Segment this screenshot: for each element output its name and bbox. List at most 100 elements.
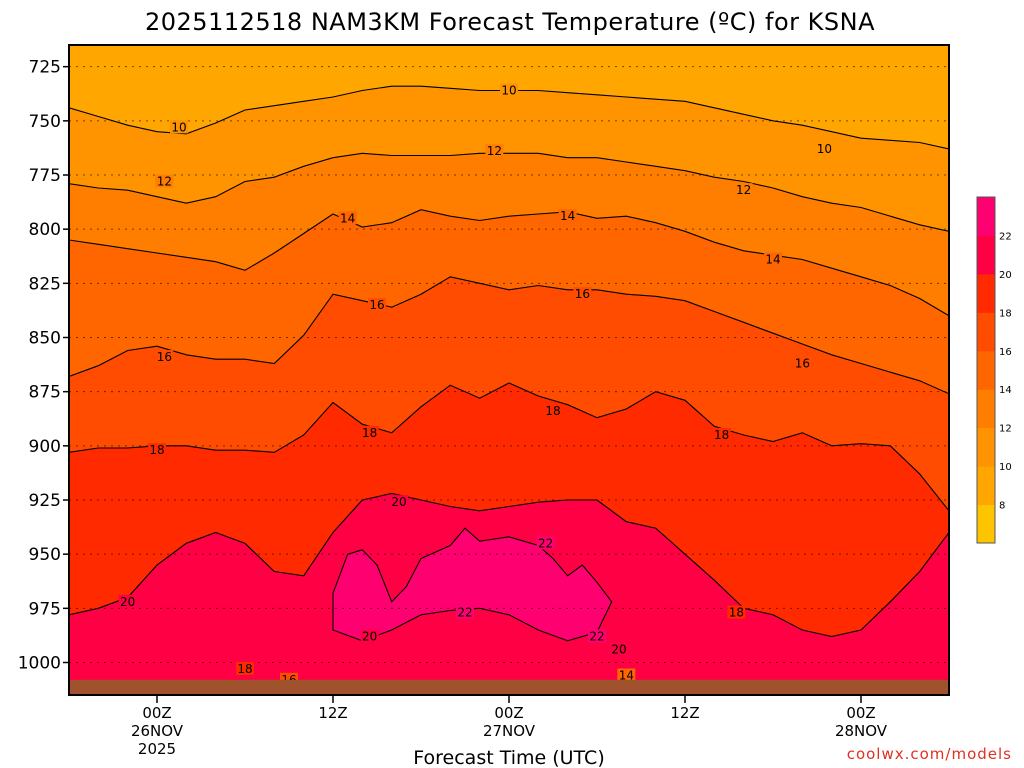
colorbar-swatch [977,312,995,352]
contour-label: 10 [501,84,516,98]
contour-label: 20 [120,595,135,609]
x-tick-label: 00Z [846,704,875,722]
contour-label-bg [558,209,577,223]
contour-label: 22 [538,536,553,550]
contour-label-bg [764,252,782,266]
x-tick-label: 28NOV [835,722,888,740]
contour-label: 14 [560,209,575,223]
colorbar-label: 18 [999,308,1012,319]
contour-label-bg [118,594,137,608]
contour-label: 10 [171,120,186,134]
x-tick-label: 12Z [670,704,699,722]
contour-label: 22 [457,606,472,620]
contour-label: 22 [589,630,604,644]
colorbar-swatch [977,389,995,429]
isotherm-18 [69,382,949,512]
colorbar-label: 12 [999,424,1012,435]
colorbar-label: 8 [999,501,1005,512]
colorbar-swatch [977,235,995,275]
colorbar: 8 10 12 14 16 18 20 22 [976,196,1012,544]
contour-label: 16 [795,357,810,371]
colorbar-swatch [977,273,995,313]
contour-label-bg [368,298,386,311]
contour-label-bg [544,404,562,418]
contour-label: 20 [391,495,406,509]
y-tick-label: 800 [29,220,61,240]
isotherm-20 [69,492,949,638]
contour-label-bg [793,356,812,370]
contour-label: 14 [619,669,634,683]
contour-label-bg [610,642,628,656]
source-credit[interactable]: coolwx.com/models [847,745,1012,763]
contour-label: 18 [149,443,164,457]
contour-label: 16 [369,298,384,312]
y-tick-label: 950 [29,545,61,565]
contour-labels: 1010101212121414141616161618181818181816… [118,83,834,687]
colorbar-label: 16 [999,347,1012,358]
x-tick-label: 00Z [142,704,171,722]
isotherm-14 [69,209,949,317]
y-tick-label: 975 [29,599,61,619]
x-tick-label: 26NOV [131,722,184,740]
contour-label-bg [170,120,188,134]
chart-title: 2025112518 NAM3KM Forecast Temperature (… [145,8,875,36]
contour-label-bg [727,605,746,619]
y-tick-label: 875 [29,383,61,403]
contour-label-bg [360,425,379,439]
contour-label: 16 [575,287,590,301]
isotherm-16 [69,276,949,395]
y-tick-label: 900 [29,437,61,457]
isotherm-contours [69,85,949,642]
colorbar-label: 22 [999,231,1012,242]
contour-label: 16 [157,350,172,364]
colorbar-swatch [977,197,995,236]
contour-label: 18 [714,428,729,442]
colorbar-frame [976,196,996,544]
band-above-22 [333,528,612,641]
x-tick-label: 2025 [138,740,176,758]
colorbar-swatch [977,350,995,390]
ground-surface [69,679,949,695]
colorbar-swatch [977,504,995,544]
colorbar-swatch [977,466,995,506]
contour-label-bg [588,629,606,643]
contour-label: 18 [362,426,377,440]
isotherm-22 [332,527,613,642]
contour-label-bg [155,174,174,188]
colorbar-label: 20 [999,270,1012,281]
isotherm-12 [69,152,949,232]
contour-label-bg [573,287,592,301]
contour-label-bg [536,536,555,550]
contour-label: 10 [817,142,832,156]
contour-label-bg [155,350,174,363]
contour-label-bg [712,428,731,441]
y-tick-label: 825 [29,274,61,294]
contour-label-bg [500,83,518,97]
contour-label: 12 [487,144,502,158]
contour-label: 20 [362,630,377,644]
x-tick-label: 00Z [494,704,523,722]
contour-label: 14 [765,253,780,267]
contour-label-bg [148,443,166,457]
contour-label: 18 [237,662,252,676]
plot-area: 1010101212121414141616161618181818181816… [69,45,949,695]
x-axis-label: Forecast Time (UTC) [413,747,604,768]
x-tick-label: 12Z [318,704,347,722]
contour-label: 18 [545,404,560,418]
contour-label-bg [485,144,504,158]
contour-label-bg [617,668,636,682]
contour-label-bg [338,211,357,225]
contour-label: 14 [340,211,355,225]
contour-label: 18 [729,606,744,620]
contour-label-bg [815,142,834,155]
y-tick-label: 725 [29,58,61,78]
y-tick-label: 1000 [18,654,61,674]
y-tick-label: 925 [29,491,61,511]
y-tick-label: 775 [29,166,61,186]
contour-label-bg [390,495,408,509]
y-tick-label: 850 [29,329,61,349]
contour-label: 12 [736,183,751,197]
contour-label-bg [360,629,379,643]
